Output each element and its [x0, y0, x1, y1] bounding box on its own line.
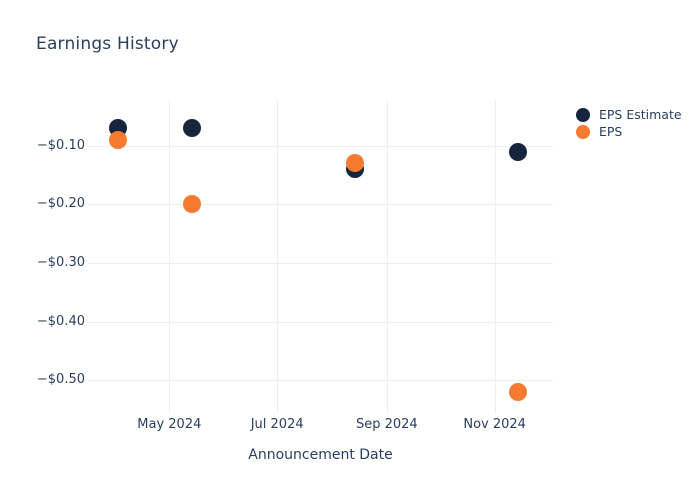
x-axis-tick-labels: May 2024 Jul 2024 Sep 2024 Nov 2024	[88, 417, 553, 433]
y-gridline	[88, 262, 553, 264]
scatter-point-eps[interactable]	[345, 154, 364, 173]
y-gridline	[88, 321, 553, 323]
x-tick-label: May 2024	[137, 417, 202, 432]
y-gridline	[88, 380, 553, 382]
x-tick-label: Nov 2024	[463, 417, 526, 432]
y-tick-label: −$0.40	[36, 313, 85, 329]
scatter-point-eps[interactable]	[183, 195, 202, 214]
legend-item-eps-estimate[interactable]: EPS Estimate	[576, 106, 682, 123]
legend-marker-circle-icon	[576, 124, 590, 139]
y-tick-label: −$0.20	[36, 196, 85, 212]
legend-label: EPS Estimate	[599, 107, 682, 122]
y-axis-tick-labels: −$0.10 −$0.20 −$0.30 −$0.40 −$0.50	[0, 100, 85, 413]
x-axis-title: Announcement Date	[248, 447, 393, 463]
legend-marker-circle-icon	[576, 107, 590, 122]
scatter-point-eps-estimate[interactable]	[183, 119, 202, 138]
x-gridline	[277, 100, 279, 413]
y-gridline	[88, 204, 553, 206]
scatter-point-eps[interactable]	[109, 130, 128, 149]
plot-area	[88, 100, 553, 413]
legend-label: EPS	[599, 124, 623, 139]
legend: EPS Estimate EPS	[576, 106, 682, 140]
y-gridline	[88, 145, 553, 147]
x-gridline	[386, 100, 388, 413]
chart-title: Earnings History	[36, 34, 179, 54]
y-tick-label: −$0.30	[36, 254, 85, 270]
x-tick-label: Jul 2024	[250, 417, 304, 432]
scatter-point-eps-estimate[interactable]	[508, 142, 527, 161]
grid-layer	[88, 100, 553, 413]
x-gridline	[169, 100, 171, 413]
scatter-point-eps[interactable]	[508, 382, 527, 401]
y-tick-label: −$0.50	[36, 372, 85, 388]
x-tick-label: Sep 2024	[355, 417, 418, 432]
legend-item-eps[interactable]: EPS	[576, 123, 682, 140]
points-layer	[88, 100, 553, 413]
x-gridline	[494, 100, 496, 413]
y-tick-label: −$0.10	[36, 137, 85, 153]
